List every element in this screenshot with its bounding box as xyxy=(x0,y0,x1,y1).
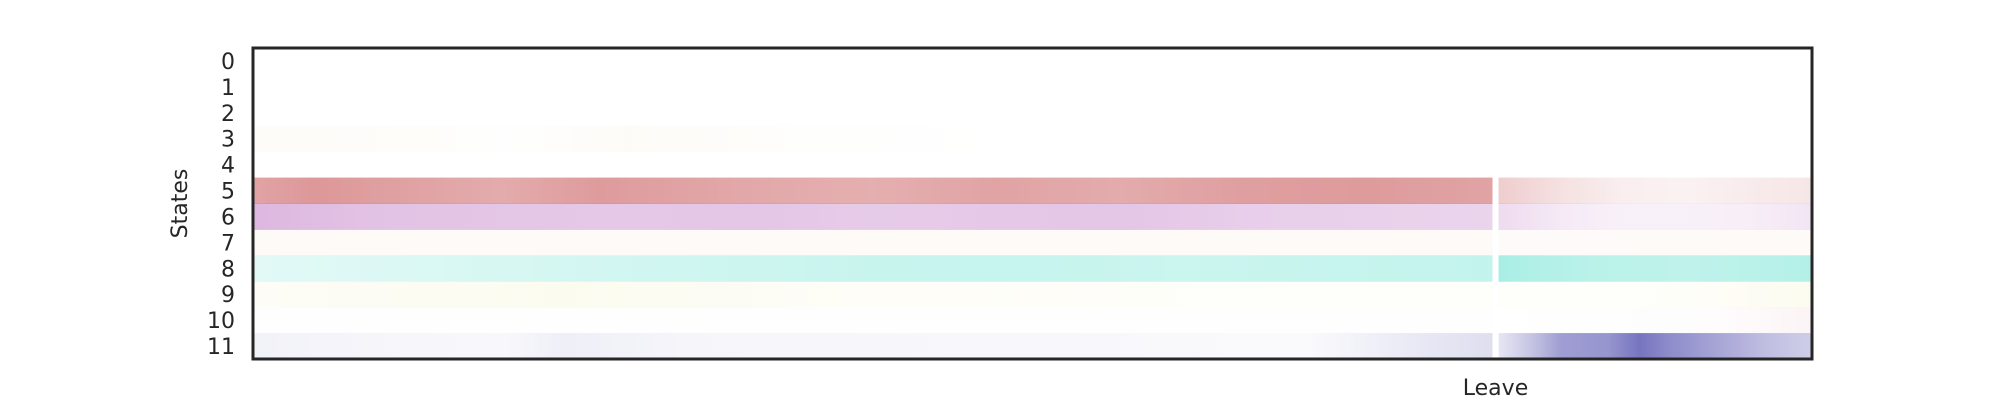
heatmap-row-10-after-leave xyxy=(1498,307,1812,334)
leave-gap xyxy=(1492,48,1499,359)
y-tick-label: 2 xyxy=(221,102,235,127)
y-tick-label: 10 xyxy=(207,309,235,334)
heatmap-cells xyxy=(253,48,1812,360)
x-tick-label: Leave xyxy=(1463,376,1528,400)
heatmap-row-6-after-leave xyxy=(1498,203,1812,230)
y-tick-label: 1 xyxy=(221,76,235,101)
heatmap-row-11-after-leave xyxy=(1498,333,1812,360)
y-tick-label: 8 xyxy=(221,257,235,282)
y-tick-label: 7 xyxy=(221,231,235,256)
y-tick-label: 6 xyxy=(221,205,235,230)
x-tick-labels: Leave xyxy=(1463,376,1528,400)
plot-frame xyxy=(251,46,1814,361)
y-tick-label: 3 xyxy=(221,128,235,153)
y-tick-label: 11 xyxy=(207,335,235,360)
heatmap-row-5-before-leave xyxy=(253,177,1493,204)
heatmap-row-0-after-leave xyxy=(1498,48,1812,75)
heatmap-row-1-before-leave xyxy=(253,73,1493,101)
heatmap-row-3-before-leave xyxy=(253,125,1493,153)
heatmap-row-9-after-leave xyxy=(1498,281,1812,308)
leave-divider xyxy=(1492,48,1499,359)
heatmap-row-2-before-leave xyxy=(253,99,1493,127)
heatmap-row-3-after-leave xyxy=(1498,125,1812,153)
heatmap-row-4-after-leave xyxy=(1498,151,1812,179)
heatmap-row-8-before-leave xyxy=(253,255,1493,282)
y-tick-label: 5 xyxy=(221,180,235,205)
heatmap-row-6-before-leave xyxy=(253,203,1493,230)
heatmap-row-5-after-leave xyxy=(1498,177,1812,204)
y-tick-label: 9 xyxy=(221,283,235,308)
heatmap-row-7-before-leave xyxy=(253,229,1493,256)
heatmap-row-10-before-leave xyxy=(253,307,1493,334)
heatmap-row-2-after-leave xyxy=(1498,99,1812,127)
y-tick-label: 0 xyxy=(221,50,235,75)
heatmap-row-4-before-leave xyxy=(253,151,1493,179)
heatmap-row-1-after-leave xyxy=(1498,73,1812,101)
heatmap-row-0-before-leave xyxy=(253,48,1493,75)
y-axis-label: States xyxy=(168,169,193,239)
heatmap-row-7-after-leave xyxy=(1498,229,1812,256)
heatmap-row-9-before-leave xyxy=(253,281,1493,308)
y-tick-label: 4 xyxy=(221,154,235,179)
heatmap-row-8-after-leave xyxy=(1498,255,1812,282)
heatmap-row-11-before-leave xyxy=(253,333,1493,360)
